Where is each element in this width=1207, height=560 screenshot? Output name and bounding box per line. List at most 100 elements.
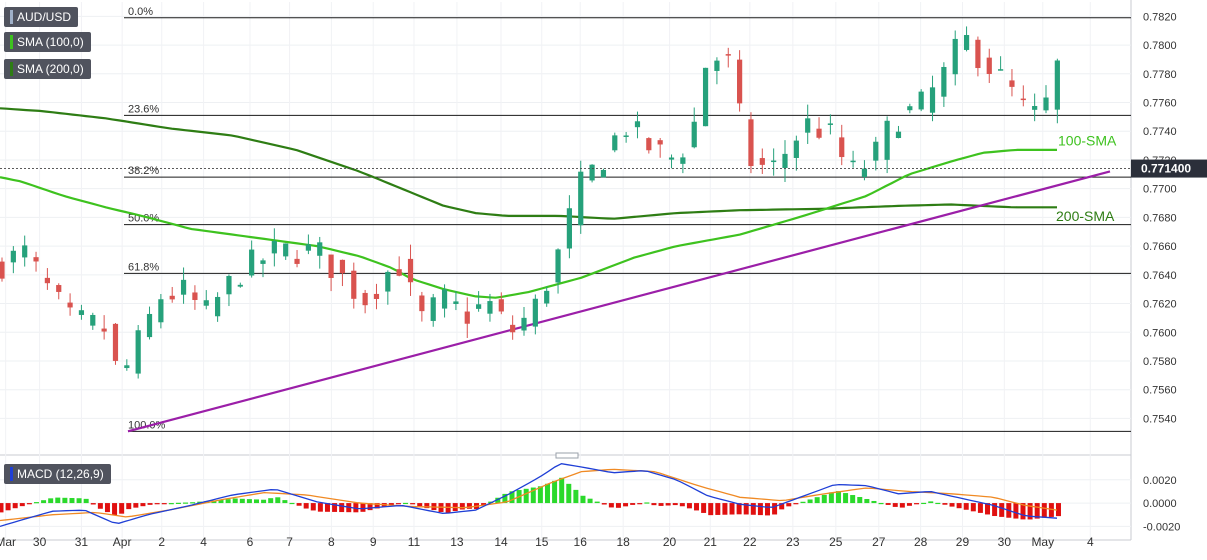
macd-histogram-bar — [651, 503, 657, 506]
price-tick-label: 0.7580 — [1143, 356, 1177, 368]
candle-body — [600, 169, 607, 178]
macd-histogram-bar — [921, 502, 927, 505]
x-tick-label: 14 — [494, 535, 508, 549]
macd-histogram-bar — [963, 503, 969, 510]
macd-histogram-bar — [559, 477, 565, 504]
candle-body — [850, 160, 856, 163]
symbol-text: AUD/USD — [17, 10, 72, 24]
macd-histogram-bar — [403, 502, 409, 505]
macd-histogram-bar — [899, 503, 905, 508]
x-tick-label: May — [1031, 535, 1054, 549]
candle-body — [498, 299, 504, 312]
candle-body — [748, 119, 754, 167]
macd-histogram-bar — [729, 503, 735, 515]
candle-body — [952, 38, 958, 75]
candle-body — [816, 128, 822, 138]
symbol-label[interactable]: AUD/USD — [4, 7, 79, 27]
candle-body — [362, 292, 368, 306]
macd-histogram-bar — [239, 498, 245, 504]
price-tick-label: 0.7540 — [1143, 413, 1177, 425]
candle-body — [861, 168, 868, 177]
macd-histogram-bar — [587, 498, 593, 504]
candle-body — [237, 284, 243, 287]
candle-body — [839, 137, 845, 158]
macd-histogram-bar — [530, 487, 536, 504]
macd-histogram-bar — [814, 497, 820, 504]
last-price-text: 0.771400 — [1141, 162, 1191, 176]
price-tick-label: 0.7660 — [1143, 241, 1177, 253]
x-tick-label: 8 — [328, 535, 335, 549]
macd-histogram-bar — [722, 503, 728, 515]
macd-histogram-bar — [871, 500, 877, 504]
macd-histogram-bar — [665, 503, 671, 506]
grid — [0, 0, 1132, 541]
candle-body — [771, 160, 777, 163]
macd-histogram-bar — [828, 492, 834, 504]
sma200-legend[interactable]: SMA (200,0) — [4, 59, 91, 79]
macd-histogram-bar — [658, 503, 664, 506]
macd-histogram-bar — [906, 503, 912, 506]
candle-body — [328, 254, 334, 278]
price-tick-label: 0.7760 — [1143, 98, 1177, 110]
candle-body — [453, 301, 459, 304]
macd-histogram-bar — [183, 502, 189, 504]
candle-body — [1032, 106, 1038, 110]
macd-histogram-bar — [1048, 503, 1054, 517]
macd-histogram-bar — [275, 497, 281, 504]
candle-body — [646, 138, 652, 151]
sma-100-line — [0, 148, 1057, 299]
x-tick-label: 6 — [247, 535, 254, 549]
macd-legend[interactable]: MACD (12,26,9) — [4, 464, 111, 484]
candle-body — [532, 298, 538, 327]
macd-histogram-bar — [772, 503, 778, 515]
x-tick-label: Apr — [113, 535, 132, 549]
candle-body — [180, 279, 187, 295]
macd-histogram-bar — [296, 503, 302, 506]
macd-histogram-bar — [339, 503, 345, 513]
symbol-swatch — [10, 10, 13, 24]
macd-histogram-bar — [694, 503, 700, 511]
macd-histogram-bar — [800, 501, 806, 504]
macd-histogram-bar — [0, 503, 4, 513]
macd-histogram-bar — [786, 503, 792, 507]
trendline-layer — [127, 170, 1111, 433]
macd-histogram-bar — [76, 498, 82, 504]
macd-histogram-bar — [878, 502, 884, 505]
candle-body — [759, 158, 765, 165]
macd-histogram-bar — [133, 503, 139, 508]
macd-legend-text: MACD (12,26,9) — [17, 467, 104, 481]
macd-histogram-bar — [977, 503, 983, 513]
macd-histogram-bar — [552, 480, 558, 504]
macd-histogram-bar — [410, 503, 416, 505]
macd-histogram-bar — [679, 503, 685, 507]
macd-histogram-bar — [757, 503, 763, 516]
macd-histogram-bar — [736, 503, 742, 515]
candle-body — [1009, 80, 1015, 87]
panel-resize-handle — [555, 452, 579, 459]
macd-histogram-bar — [623, 503, 629, 507]
macd-histogram-bar — [97, 503, 103, 509]
macd-histogram-bar — [69, 498, 75, 504]
x-tick-label: 21 — [704, 535, 718, 549]
macd-histogram-bar — [1055, 503, 1061, 517]
macd-histogram-bar — [360, 503, 366, 512]
candle-body — [793, 140, 799, 158]
price-tick-label: 0.7600 — [1143, 327, 1177, 339]
candle-body — [963, 35, 970, 50]
sma100-legend[interactable]: SMA (100,0) — [4, 32, 91, 52]
macd-histogram-bar — [26, 503, 32, 505]
sma200-swatch — [10, 62, 13, 76]
candle-body — [623, 135, 629, 137]
macd-histogram-bar — [914, 503, 920, 505]
candle-body — [805, 118, 811, 133]
candle-body — [1043, 97, 1049, 111]
candle-body — [112, 323, 119, 361]
candle-body — [124, 365, 130, 369]
candle-body — [305, 244, 311, 251]
candle-body — [294, 258, 300, 264]
annotation-100-sma: 100-SMA — [1058, 132, 1117, 148]
x-tick-label: 15 — [535, 535, 549, 549]
macd-histogram-bar — [1013, 503, 1019, 519]
macd-tick-label: 0.0020 — [1143, 475, 1177, 487]
candle-body — [544, 290, 550, 304]
